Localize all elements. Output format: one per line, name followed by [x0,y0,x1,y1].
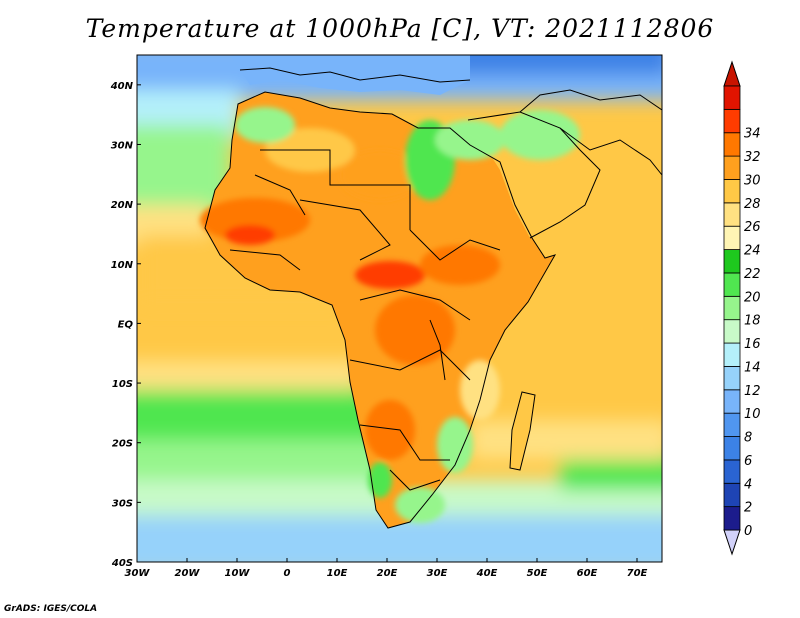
colorbar-above-arrow [723,60,741,87]
colorbar-label: 32 [744,150,761,165]
colorbar-label: 30 [744,173,761,188]
madagascar-land [510,392,535,470]
colorbar-label: 10 [744,407,761,422]
colorbar-segment [723,482,741,508]
lon-tick-label: 0 [284,568,291,579]
colorbar-label: 8 [744,431,752,446]
lat-tick-label: 40N [110,81,134,92]
colorbar-label: 34 [744,127,761,142]
colorbar-below-arrow [723,529,741,556]
lon-tick-label: 60E [577,568,598,579]
lat-tick-label: 10S [112,379,133,390]
colorbar-label: 24 [744,244,761,259]
colorbar-label: 2 [744,501,752,516]
lon-tick-label: 40E [476,568,498,579]
map-frame [136,54,663,563]
lat-tick-label: 30N [111,140,134,151]
colorbar-segment [723,506,741,531]
colorbar-label: 6 [744,454,752,469]
longitude-axis: 30W 20W 10W 0 10E 20E 30E 40E 50E 60E 70E [125,558,648,579]
map-title: Temperature at 1000hPa [C], VT: 20211128… [85,14,715,43]
lat-tick-label: 10N [111,260,134,271]
colorbar-segment [723,85,741,110]
credit-text: GrADS: IGES/COLA [4,604,98,614]
colorbar-segment [723,202,741,227]
colorbar-segment [723,179,741,204]
colorbar-segment [723,155,741,180]
colorbar-label: 4 [744,477,752,492]
colorbar-segment [723,249,741,274]
lat-tick-label: EQ [118,319,134,330]
colorbar-segment [723,342,741,367]
lon-tick-label: 70E [627,568,648,579]
colorbar-segment [723,319,741,344]
lon-tick-label: 20W [175,568,201,579]
africa-land [205,92,555,528]
lat-tick-label: 30S [112,498,133,509]
colorbar-segment [723,295,741,321]
colorbar-segment [723,108,741,134]
colorbar-segment [723,412,741,437]
lon-tick-label: 30E [427,568,448,579]
lon-tick-label: 10E [327,568,348,579]
lon-tick-label: 20E [377,568,398,579]
temperature-field [137,55,662,562]
colorbar-label: 22 [744,267,761,282]
colorbar-label: 26 [744,220,761,235]
colorbar-segment [723,132,741,157]
colorbar-label: 28 [744,197,761,212]
colorbar-label: 0 [744,524,752,539]
colorbar-label: 14 [744,360,761,375]
colorbar-label: 16 [744,337,761,352]
colorbar-segment [723,389,741,414]
colorbar-label: 20 [744,290,761,305]
colorbar-label: 12 [744,384,761,399]
lon-tick-label: 10W [225,568,251,579]
lon-tick-label: 50E [527,568,548,579]
colorbar-label: 18 [744,314,761,329]
lat-tick-label: 20N [111,200,134,211]
colorbar-segment [723,225,741,250]
colorbar-segment [723,272,741,297]
colorbar-segment [723,459,741,484]
lat-tick-label: 40S [111,558,133,569]
lon-tick-label: 30W [125,568,151,579]
latitude-axis: 40S 30S 20S 10S EQ 10N 20N 30N 40N [110,81,141,569]
europe-land [230,55,470,95]
colorbar-segment [723,436,741,461]
colorbar-segment [723,366,741,391]
lat-tick-label: 20S [112,439,133,450]
